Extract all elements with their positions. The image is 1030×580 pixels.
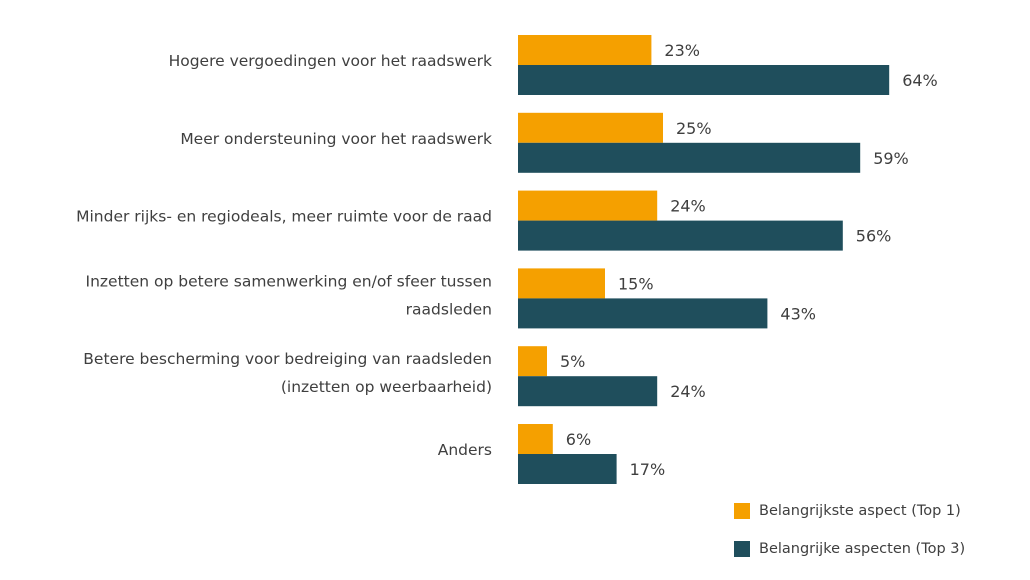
bar-top1 — [518, 346, 547, 377]
bar-top1 — [518, 190, 658, 221]
category-label: Hogere vergoedingen voor het raadswerk — [169, 52, 492, 70]
data-label: 59% — [873, 149, 909, 168]
data-label: 43% — [780, 304, 816, 323]
bar-top3 — [518, 65, 890, 95]
legend-label: Belangrijke aspecten (Top 3) — [759, 541, 965, 557]
bar-top1 — [518, 35, 652, 65]
bar-top3 — [518, 220, 843, 251]
category-label: Meer ondersteuning voor het raadswerk — [180, 130, 492, 148]
data-label: 25% — [676, 119, 712, 138]
value-labels: 23% 64% 25% 59% 24% 56% 15% 43% 5% 24% 6% 17% — [560, 41, 938, 479]
legend-swatch — [734, 541, 750, 557]
bar-top1 — [518, 424, 553, 454]
category-label: Betere bescherming voor bedreiging van r… — [83, 350, 492, 396]
data-label: 15% — [618, 274, 654, 293]
data-label: 64% — [902, 71, 938, 90]
data-label: 17% — [630, 460, 666, 479]
bar-top3 — [518, 298, 768, 329]
bar-top1 — [518, 112, 663, 143]
bar-top3 — [518, 376, 658, 407]
data-label: 5% — [560, 352, 585, 371]
category-labels: Hogere vergoedingen voor het raadswerk Me… — [76, 52, 492, 459]
bars — [518, 35, 890, 484]
data-label: 56% — [856, 227, 892, 246]
category-label: Anders — [438, 441, 492, 459]
bar-top1 — [518, 268, 605, 299]
category-label: Minder rijks- en regiodeals, meer ruimte… — [76, 208, 492, 226]
bar-top3 — [518, 454, 617, 484]
data-label: 24% — [670, 382, 706, 401]
data-label: 24% — [670, 197, 706, 216]
data-label: 23% — [664, 41, 700, 60]
legend-label: Belangrijkste aspect (Top 1) — [759, 503, 961, 519]
legend-swatch — [734, 503, 750, 519]
category-label: Inzetten op betere samenwerking en/of sf… — [86, 272, 493, 318]
bar-top3 — [518, 142, 861, 173]
legend: Belangrijkste aspect (Top 1) Belangrijke … — [734, 503, 965, 557]
data-label: 6% — [566, 430, 591, 449]
